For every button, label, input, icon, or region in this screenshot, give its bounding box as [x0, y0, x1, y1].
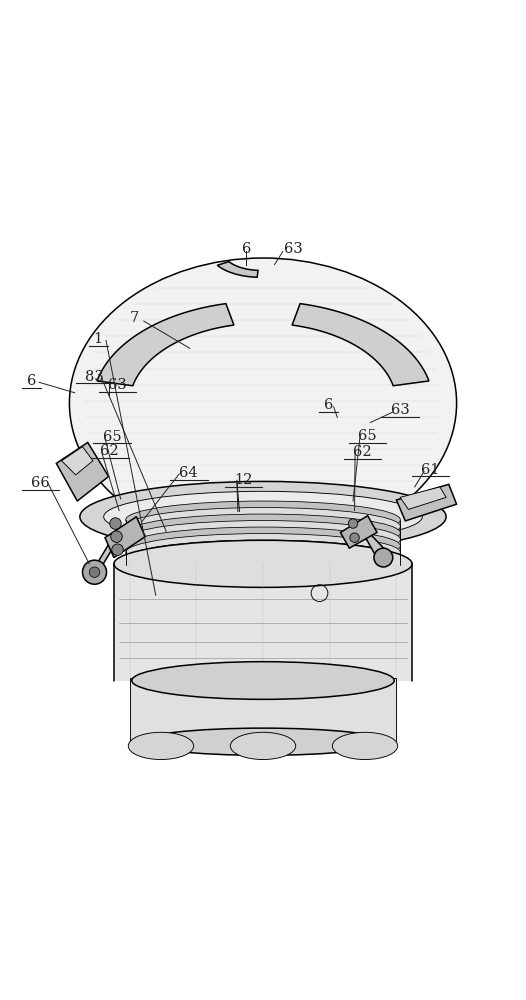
Circle shape [350, 533, 359, 542]
Ellipse shape [126, 547, 400, 584]
Circle shape [374, 548, 393, 567]
Text: 61: 61 [421, 463, 440, 477]
Polygon shape [340, 516, 377, 548]
Polygon shape [129, 678, 397, 742]
Ellipse shape [104, 491, 422, 542]
Text: 65: 65 [103, 430, 122, 444]
Polygon shape [397, 484, 457, 521]
Text: 63: 63 [284, 242, 303, 256]
Polygon shape [360, 527, 389, 560]
Text: 65: 65 [358, 429, 377, 443]
Polygon shape [62, 447, 93, 475]
Ellipse shape [80, 481, 446, 552]
Polygon shape [90, 529, 124, 575]
Ellipse shape [132, 662, 394, 699]
Ellipse shape [230, 732, 296, 760]
Polygon shape [114, 564, 412, 681]
Ellipse shape [126, 540, 400, 578]
Polygon shape [400, 487, 446, 509]
Text: 63: 63 [391, 403, 409, 417]
Ellipse shape [126, 527, 400, 565]
Ellipse shape [69, 258, 457, 548]
Text: 64: 64 [179, 466, 198, 480]
Text: 66: 66 [31, 476, 50, 490]
Ellipse shape [128, 732, 194, 760]
Polygon shape [292, 304, 429, 386]
Ellipse shape [332, 732, 398, 760]
Polygon shape [97, 304, 234, 386]
Text: 6: 6 [323, 398, 333, 412]
Polygon shape [56, 442, 109, 501]
Text: 62: 62 [100, 444, 119, 458]
Circle shape [112, 544, 123, 555]
Ellipse shape [126, 508, 400, 545]
Ellipse shape [126, 534, 400, 571]
Circle shape [89, 567, 100, 577]
Circle shape [348, 519, 358, 528]
Ellipse shape [140, 728, 386, 755]
Circle shape [110, 518, 121, 529]
Text: 1: 1 [94, 332, 103, 346]
Ellipse shape [126, 514, 400, 552]
Text: 7: 7 [130, 311, 139, 325]
Text: 12: 12 [235, 473, 253, 487]
Circle shape [111, 531, 122, 542]
Circle shape [83, 560, 107, 584]
Polygon shape [217, 262, 258, 277]
Text: 62: 62 [353, 445, 372, 459]
Ellipse shape [126, 501, 400, 539]
Text: 6: 6 [241, 242, 251, 256]
Polygon shape [105, 517, 145, 558]
Text: 6: 6 [27, 374, 36, 388]
Ellipse shape [114, 540, 412, 587]
Text: 83: 83 [85, 370, 104, 384]
Text: 63: 63 [108, 378, 127, 392]
Ellipse shape [126, 521, 400, 558]
